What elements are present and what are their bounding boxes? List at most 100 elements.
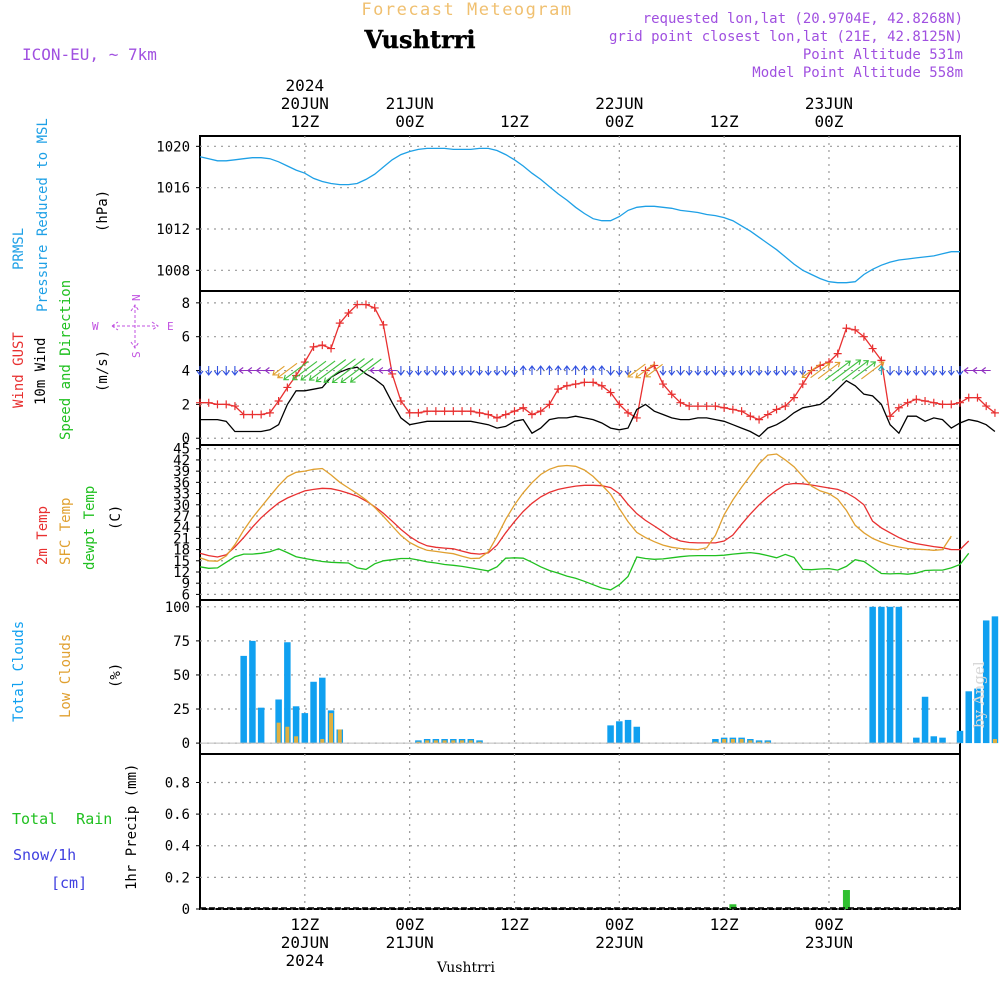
gust-marker: [772, 405, 781, 414]
pressure-unit: (hPa): [95, 190, 111, 232]
low-clouds-bar: [329, 713, 334, 744]
temperature-ytick-label: 15: [173, 554, 190, 570]
wind-arrow-icon: [963, 367, 974, 374]
gust-marker: [947, 400, 956, 409]
wind-arrow-icon: [824, 360, 851, 381]
gust-marker: [353, 300, 362, 309]
time-tick-label: 12Z: [500, 915, 529, 934]
gust-marker: [868, 344, 877, 353]
gust-marker: [396, 397, 405, 405]
wind-arrow-icon: [801, 363, 822, 379]
gust-marker: [440, 407, 449, 416]
low-clouds-bar: [451, 740, 456, 744]
precip-unit: 1hr Precip (mm): [124, 764, 140, 890]
total-clouds-bar: [878, 606, 885, 744]
temperature-ytick-label: 12: [173, 565, 190, 581]
prmsl-line: [199, 147, 960, 284]
model-name: ICON-EU, ~ 7km: [22, 45, 157, 64]
gust-marker: [222, 400, 231, 409]
precip-panel: 0 0.2 0.4 0.6 0.8: [165, 753, 961, 918]
wind-arrow-icon: [659, 366, 667, 376]
gust-marker: [204, 398, 213, 407]
wind-arrow-icon: [519, 365, 527, 375]
wind-arrow-icon: [264, 367, 275, 374]
gust-marker: [554, 385, 563, 394]
compass-s: S: [130, 351, 143, 358]
gust-marker: [274, 397, 283, 405]
gust-marker: [257, 410, 266, 419]
wind-arrow-icon: [764, 366, 772, 376]
temperature-ytick-label: 45: [173, 442, 190, 458]
gust-marker: [859, 332, 868, 341]
wind-arrow-icon: [308, 360, 336, 381]
gust-marker: [493, 413, 502, 422]
wind-arrow-icon: [554, 365, 562, 375]
temperature-ytick-label: 9: [182, 576, 190, 592]
time-tick-label: 22JUN: [595, 94, 643, 113]
gust-marker: [501, 410, 510, 419]
total-clouds-bar: [965, 691, 972, 744]
wind-arrow-icon: [196, 366, 204, 376]
wind-arrow-icon: [449, 366, 457, 376]
pressure-ytick-label: 1008: [156, 263, 190, 279]
gust-marker: [798, 380, 807, 389]
time-tick-label: 00Z: [815, 112, 844, 131]
gust-marker: [781, 402, 790, 411]
wind-arrow-icon: [397, 366, 405, 376]
tsfc-label: SFC Temp: [58, 498, 74, 565]
temperature-ytick-label: 27: [173, 509, 190, 525]
time-tick-label: 00Z: [605, 915, 634, 934]
wind-arrow-icon: [255, 367, 266, 374]
precip-labels: Total Rain Snow/1h [cm] 1hr Precip (mm): [12, 764, 140, 892]
time-tick-label: 21JUN: [386, 933, 434, 952]
wind-arrow-icon: [921, 366, 929, 376]
cloud-labels: Total Clouds Low Clouds (%): [11, 621, 124, 722]
total-clouds-bar: [712, 739, 719, 744]
gust-marker: [388, 369, 397, 378]
gust-marker: [562, 381, 571, 390]
gust-marker: [903, 398, 912, 407]
gust-marker: [327, 344, 336, 353]
wind-arrow-icon: [972, 367, 982, 374]
footer-location: Vushtrri: [436, 960, 495, 976]
wind-arrow-icon: [315, 359, 347, 383]
wind-unit: (m/s): [95, 350, 111, 392]
gust-marker: [361, 300, 370, 309]
low-clouds-bar: [477, 741, 482, 744]
wind-panel: 0 2 4 6 8: [182, 290, 999, 447]
dewpt-label: dewpt Temp: [82, 486, 98, 570]
wind-arrow-icon: [711, 366, 719, 376]
sfc-temp-line: [199, 453, 952, 562]
total-clouds-bar: [886, 606, 894, 744]
total-clouds-bar: [974, 688, 981, 744]
wind-arrow-icon: [222, 366, 230, 376]
total-clouds-bar: [930, 736, 938, 744]
gust-marker: [956, 398, 964, 407]
low-clouds-bar: [425, 740, 430, 744]
wind-arrow-icon: [528, 365, 536, 375]
total-clouds-bar: [249, 640, 256, 744]
pressure-panel: 1008 1012 1016 1020: [156, 135, 961, 292]
gust-marker: [431, 407, 440, 416]
low-clouds-bar: [992, 739, 997, 744]
gust-marker: [230, 402, 239, 411]
total-clouds-bar: [956, 730, 964, 744]
model-altitude: Model Point Altitude 558m: [752, 65, 963, 81]
wind-arrow-icon: [841, 360, 870, 381]
wind-arrow-icon: [484, 366, 492, 376]
wind-arrow-icon: [627, 363, 646, 378]
gust-marker: [580, 378, 589, 387]
wind-arrow-icon: [810, 362, 831, 379]
low-clouds-bar: [765, 741, 770, 744]
time-tick-label: 12Z: [710, 915, 739, 934]
precip-frame: [199, 753, 961, 910]
clouds-ytick-label: 75: [173, 634, 190, 650]
precip-ytick-label: 0.6: [165, 807, 190, 823]
compass-cross-icon: [111, 304, 159, 349]
low-clouds-bar: [337, 729, 342, 744]
gust-marker: [344, 309, 353, 317]
low-clouds-label: Low Clouds: [58, 634, 74, 718]
compass-e: E: [167, 320, 174, 333]
low-clouds-bar: [285, 726, 290, 744]
wind-arrow-icon: [832, 359, 862, 382]
